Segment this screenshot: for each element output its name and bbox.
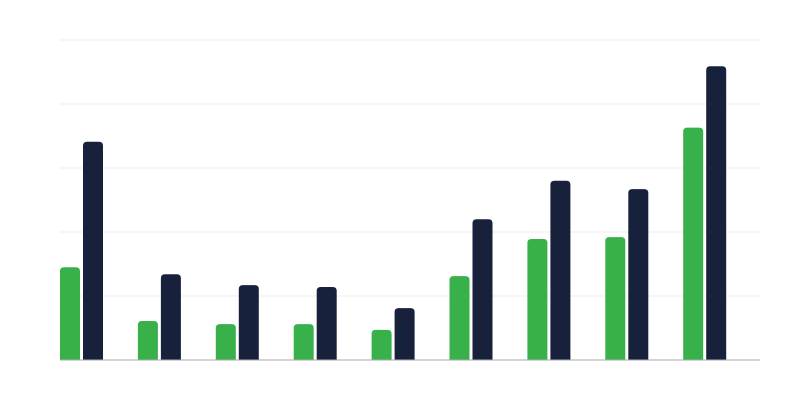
bar-series2-3	[238, 285, 259, 360]
bar-series1-1	[60, 267, 80, 360]
bar-series2-6	[472, 219, 493, 360]
bar-series2-8	[628, 189, 649, 360]
bar-series1-5	[371, 329, 392, 360]
bar-series2-9	[706, 66, 727, 361]
bar-series1-4	[293, 324, 314, 360]
bar-series1-2	[137, 320, 158, 360]
bar-series1-9	[683, 127, 704, 361]
bar-series2-4	[316, 287, 337, 360]
bar-series2-5	[394, 308, 415, 360]
bar-series2-2	[160, 274, 181, 360]
bar-series2-1	[83, 141, 103, 360]
bar-series1-6	[449, 276, 470, 360]
bar-series1-8	[605, 237, 626, 360]
bar-series1-7	[527, 239, 548, 360]
bar-series1-3	[215, 324, 236, 360]
bar-series2-7	[550, 180, 571, 360]
